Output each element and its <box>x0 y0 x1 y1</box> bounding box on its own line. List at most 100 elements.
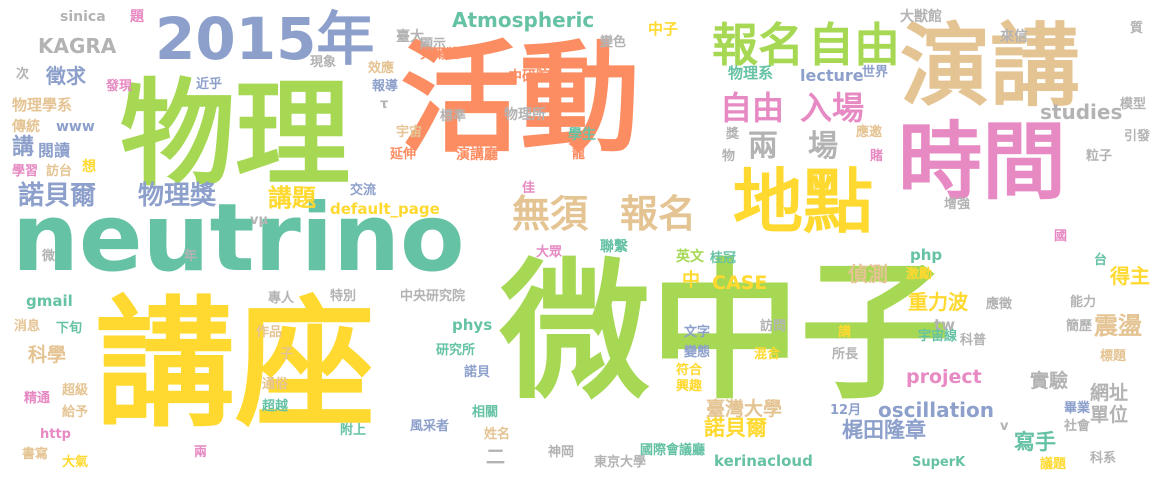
word-beierjiang: 貝爾獎 <box>420 48 459 61</box>
word-shijian: 時間 <box>898 120 1066 204</box>
word-nobel-2: 諾貝爾 <box>704 418 767 439</box>
word-zhongliribo: 重力波 <box>908 292 968 312</box>
word-hunhe: 混合 <box>754 348 780 361</box>
word-oscillation: oscillation <box>878 400 994 420</box>
word-yanjiang: 演講 <box>900 22 1080 112</box>
word-yuzhouxian: 宇宙線 <box>918 330 957 343</box>
word-daqi: 大氣 <box>62 456 88 469</box>
word-liang: 兩 <box>748 132 778 162</box>
word-wuli: 物理 <box>120 78 350 193</box>
word-dezhu: 得主 <box>1110 266 1150 286</box>
word-shijie: 世界 <box>862 66 888 79</box>
word-zhengqiu: 徵求 <box>46 66 86 86</box>
word-wu-gray: 物 <box>722 150 735 163</box>
word-xingqu: 興趣 <box>676 380 702 393</box>
word-yingyao: 應邀 <box>856 126 882 139</box>
word-sinica: sinica <box>60 10 106 24</box>
word-kepu: 科普 <box>960 334 986 347</box>
word-yanshen: 延伸 <box>390 148 416 161</box>
word-lecture: lecture <box>800 68 864 84</box>
word-zhongzi-small: 中子 <box>648 22 678 37</box>
word-tau: τ <box>380 98 388 111</box>
word-nobel-1: 諾貝爾 <box>18 183 96 209</box>
word-wulijiang: 物理獎 <box>138 183 216 209</box>
word-ruchang: 入場 <box>800 92 864 124</box>
word-www: www <box>56 120 95 134</box>
word-ziyou-2: 自由 <box>720 92 784 124</box>
word-danwei: 單位 <box>1090 406 1128 425</box>
word-chuantong: 傳統 <box>12 120 40 134</box>
word-xuexi: 學習 <box>12 165 38 178</box>
word-jili: 激勵 <box>906 268 932 281</box>
word-fushang: 附上 <box>340 424 366 437</box>
word-wei: 微 <box>42 250 55 263</box>
word-shuxie: 書寫 <box>22 448 48 461</box>
word-xianxiang: 現象 <box>310 56 336 69</box>
word-kajita: 梶田隆章 <box>842 420 926 441</box>
word-biaozhun: 標準 <box>440 110 466 123</box>
word-dashouguan: 大獣館 <box>900 10 942 24</box>
word-wuxu: 無須 <box>512 195 588 233</box>
word-bianse: 變色 <box>600 36 626 49</box>
word-zi: 子 <box>280 348 293 361</box>
word-chang: 場 <box>808 132 838 162</box>
word-yuedu: 閱讀 <box>38 143 70 159</box>
word-biye: 畢業 <box>1064 402 1090 415</box>
word-didian: 地點 <box>733 167 873 237</box>
word-kerinacloud: kerinacloud <box>714 454 813 469</box>
word-jiangti: 講題 <box>268 186 316 210</box>
word-suozhang: 所長 <box>832 348 858 361</box>
word-shiyan: 實驗 <box>1030 372 1068 391</box>
word-lizi: 粒子 <box>1086 150 1112 163</box>
word-yinfa: 引發 <box>1124 130 1150 143</box>
word-tai: 台 <box>1094 254 1107 267</box>
word-yingwen: 英文 <box>676 250 704 264</box>
word-fangwen: 訪問 <box>760 320 786 333</box>
word-ci: 次 <box>16 68 29 81</box>
word-jiaoliu: 交流 <box>350 184 376 197</box>
word-zengqiang: 增強 <box>944 198 970 211</box>
word-project: project <box>906 368 982 387</box>
word-nian: 年 <box>184 250 197 263</box>
word-xiaoying: 效應 <box>368 62 394 75</box>
word-2015: 2015年 <box>155 10 374 68</box>
word-yiti: 議題 <box>1040 458 1066 471</box>
word-chaoyue: 超越 <box>262 400 288 413</box>
word-phys: phys <box>452 318 492 333</box>
word-zhuanren: 專人 <box>268 292 294 305</box>
word-jiang-small: 講 <box>838 326 851 339</box>
word-laixin: 來信 <box>1000 30 1028 44</box>
word-wulisuo: 物理所 <box>504 108 546 122</box>
word-12yue: 12月 <box>830 404 861 417</box>
word-lianxi: 聯繫 <box>600 240 628 254</box>
word-jiang-blue: 講 <box>12 137 34 159</box>
word-yanjiangting: 演講廳 <box>456 148 498 162</box>
word-biantai: 變態 <box>684 346 710 359</box>
word-jiang-gray: 獎 <box>726 128 739 141</box>
word-guojihuiyiting: 國際會議廳 <box>640 444 705 457</box>
word-jia: 佳 <box>522 182 535 195</box>
word-xingming: 姓名 <box>484 428 510 441</box>
word-tongsu: 通俗 <box>262 378 288 391</box>
word-zhongyangyanjiuyuan: 中央研究院 <box>400 290 465 303</box>
word-jiangzuo: 講座 <box>95 296 375 436</box>
word-kexi: 科系 <box>1090 452 1116 465</box>
word-kagra: KAGRA <box>38 36 116 56</box>
word-baoming-1: 報名 <box>712 22 804 68</box>
word-zhong: 中 <box>682 272 700 290</box>
word-yanjiusuo: 研究所 <box>436 344 475 357</box>
word-guo: 國 <box>1054 230 1067 243</box>
word-yuzhou-1: 宇宙 <box>396 126 422 139</box>
word-http: http <box>40 428 71 441</box>
word-shehui: 社會 <box>1064 420 1090 433</box>
word-dazhong: 大眾 <box>536 246 562 259</box>
word-zhongyanyuan: 中研院 <box>508 70 550 84</box>
word-xiaxun: 下旬 <box>56 322 82 335</box>
word-tebie: 特別 <box>330 290 356 303</box>
word-fuhe: 符合 <box>676 364 702 377</box>
word-wulixuexi: 物理學系 <box>12 98 72 113</box>
word-xuesheng: 學生 <box>568 128 596 142</box>
word-guiguan: 桂冠 <box>710 252 736 265</box>
word-nuobei: 諾貝 <box>464 366 490 379</box>
word-biaoti: 標題 <box>1100 350 1126 363</box>
